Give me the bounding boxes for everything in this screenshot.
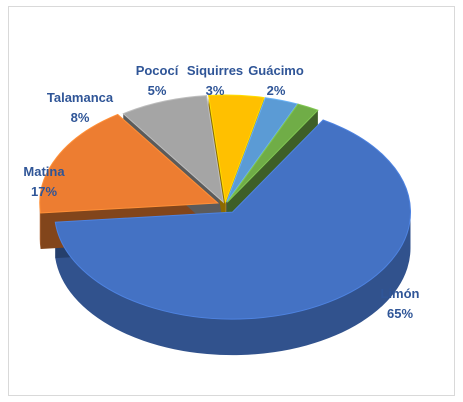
slice-label-percent: 17% bbox=[31, 184, 57, 199]
slice-label-category: Guácimo bbox=[248, 63, 304, 78]
pie-slice-talamanca bbox=[122, 95, 225, 204]
pie-slice-matina bbox=[39, 113, 220, 214]
pie-side-matina bbox=[39, 202, 41, 250]
slice-label-category: Matina bbox=[23, 164, 65, 179]
slice-label-category: Siquirres bbox=[187, 63, 243, 78]
slice-label-percent: 2% bbox=[267, 83, 286, 98]
slice-label-percent: 5% bbox=[148, 83, 167, 98]
slice-label-percent: 3% bbox=[206, 83, 225, 98]
pie-side-lim-n bbox=[55, 212, 411, 356]
pie-slice-siquirres bbox=[226, 97, 299, 203]
pie-slice-pococ- bbox=[207, 94, 265, 204]
slice-label-percent: 65% bbox=[387, 306, 413, 321]
pie-labels: Limón 65% Matina 17% Talamanca 8% Pococí 5% Siqu… bbox=[23, 63, 419, 321]
pie-slice-gu-cimo bbox=[226, 103, 319, 203]
slice-label-category: Talamanca bbox=[47, 90, 114, 105]
slice-label-category: Limón bbox=[381, 286, 420, 301]
pie-tops bbox=[39, 94, 411, 320]
pie-slice-lim-n bbox=[54, 119, 411, 320]
slice-label-category: Pococí bbox=[136, 63, 179, 78]
slice-label-percent: 8% bbox=[71, 110, 90, 125]
